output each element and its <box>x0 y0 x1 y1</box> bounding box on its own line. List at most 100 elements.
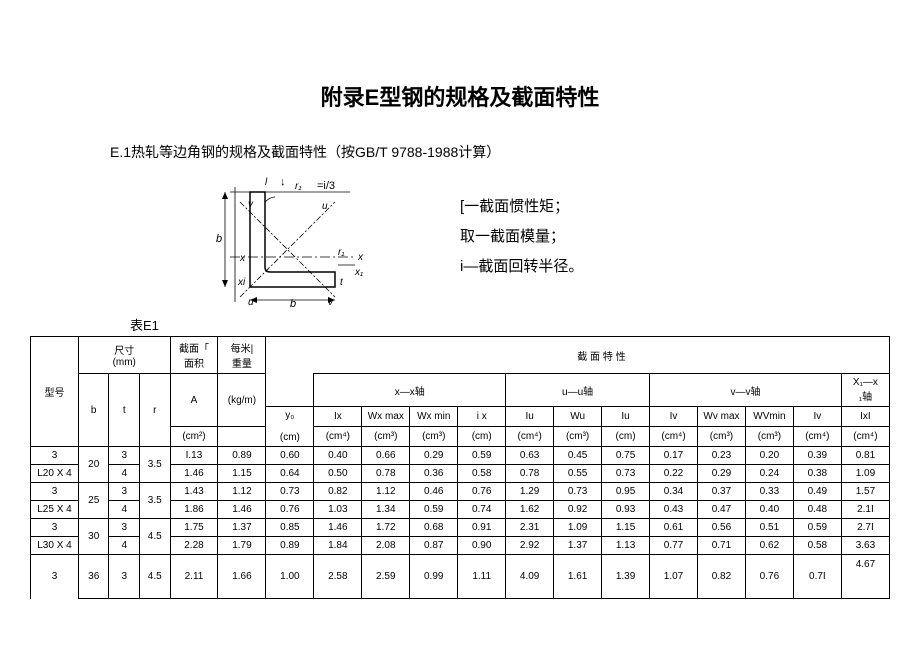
table-cell: 0.92 <box>554 501 602 519</box>
th-kg: (kg/m) <box>218 374 266 427</box>
svg-text:x₁: x₁ <box>354 267 363 278</box>
th-Ivu: (cm⁴) <box>650 427 698 447</box>
th-y0: y₀(cm) <box>266 407 314 447</box>
table-cell: 0.29 <box>410 447 458 465</box>
table-cell: 0.82 <box>314 483 362 501</box>
table-cell: 0.87 <box>410 537 458 555</box>
table-cell: 1.07 <box>650 555 698 599</box>
table-cell: 0.47 <box>697 501 745 519</box>
svg-text:l: l <box>265 177 268 188</box>
table-cell: 0.76 <box>458 483 506 501</box>
table-cell: 0.22 <box>650 465 698 483</box>
table-cell: 2.59 <box>362 555 410 599</box>
th-Ixu: (cm⁴) <box>314 427 362 447</box>
table-cell: 0.40 <box>745 501 793 519</box>
table-cell: 3 <box>31 447 79 465</box>
table-cell: 1.12 <box>362 483 410 501</box>
table-cell: 0.78 <box>362 465 410 483</box>
table-cell: 2.92 <box>506 537 554 555</box>
svg-text:x: x <box>357 252 364 263</box>
table-cell: 1.00 <box>266 555 314 599</box>
table-cell: 0.39 <box>793 447 841 465</box>
th-Wvmin: WVmin <box>745 407 793 427</box>
th-Wxmin: Wx min <box>410 407 458 427</box>
table-cell: 0.51 <box>745 519 793 537</box>
th-Ix: Ix <box>314 407 362 427</box>
table-cell: 1.03 <box>314 501 362 519</box>
table-cell: 0.20 <box>745 447 793 465</box>
table-cell: 0.75 <box>602 447 650 465</box>
table-cell: 3.5 <box>139 483 170 519</box>
table-cell: 2.31 <box>506 519 554 537</box>
table-cell: 2.08 <box>362 537 410 555</box>
table-cell: 0.36 <box>410 465 458 483</box>
th-xx: x—x轴 <box>314 374 506 407</box>
table-cell: 2.28 <box>170 537 218 555</box>
table-cell: 0.60 <box>266 447 314 465</box>
th-ixu: (cm) <box>458 427 506 447</box>
svg-text:r₁: r₁ <box>295 181 301 192</box>
table-cell: 3 <box>109 447 140 465</box>
table-cell: 36 <box>78 555 109 599</box>
legend-line-2: 取一截面模量； <box>460 222 583 252</box>
spec-table: 型号 尺寸(mm) 截面「面积 每米|重量 截 面 特 性 b t r A (k… <box>30 336 890 599</box>
th-Wxminu: (cm³) <box>410 427 458 447</box>
th-iv: Iv <box>793 407 841 427</box>
table-cell: 0.34 <box>650 483 698 501</box>
table-cell: 3 <box>109 519 140 537</box>
svg-text:=i/3: =i/3 <box>317 180 335 192</box>
table-cell: 0.66 <box>362 447 410 465</box>
diagram-legend-row: l ↓ r₁ =i/3 v u b x xi u b v r₁ x x₁ t [… <box>30 167 890 307</box>
svg-text:b: b <box>290 298 296 307</box>
table-cell: 1.43 <box>170 483 218 501</box>
table-cell: 1.37 <box>554 537 602 555</box>
th-Wxmaxu: (cm³) <box>362 427 410 447</box>
table-cell: 0.61 <box>650 519 698 537</box>
table-cell: 1.66 <box>218 555 266 599</box>
table-cell: 3 <box>31 519 79 537</box>
table-cell: 1.72 <box>362 519 410 537</box>
table-cell: 1.46 <box>218 501 266 519</box>
table-cell: 3.5 <box>139 447 170 483</box>
th-x1x: X₁—x₁轴 <box>841 374 889 407</box>
table-cell: 1.09 <box>841 465 889 483</box>
th-iu: Iu <box>602 407 650 427</box>
table-cell: 0.68 <box>410 519 458 537</box>
table-cell: 0.63 <box>506 447 554 465</box>
th-A: A <box>170 374 218 427</box>
table-cell: 4.09 <box>506 555 554 599</box>
table-cell: 0.81 <box>841 447 889 465</box>
table-cell: 0.71 <box>697 537 745 555</box>
table-label: 表E1 <box>130 315 890 334</box>
table-cell: 0.99 <box>410 555 458 599</box>
table-cell: 0.73 <box>554 483 602 501</box>
table-cell: 0.76 <box>266 501 314 519</box>
table-cell: 0.55 <box>554 465 602 483</box>
svg-text:t: t <box>340 277 344 288</box>
th-Wu: Wu <box>554 407 602 427</box>
table-cell: 0.76 <box>745 555 793 599</box>
table-cell: 0.59 <box>793 519 841 537</box>
table-cell: 4.5 <box>139 555 170 599</box>
table-cell: 3 <box>31 555 79 599</box>
table-head: 型号 尺寸(mm) 截面「面积 每米|重量 截 面 特 性 b t r A (k… <box>31 337 890 447</box>
table-cell: 4 <box>109 537 140 555</box>
table-cell: L30 X 4 <box>31 537 79 555</box>
table-cell: 0.59 <box>410 501 458 519</box>
table-cell: 3.63 <box>841 537 889 555</box>
table-cell: 0.43 <box>650 501 698 519</box>
table-cell: 3 <box>109 483 140 501</box>
table-cell: 0.29 <box>697 465 745 483</box>
table-cell: 0.23 <box>697 447 745 465</box>
table-cell: 0.24 <box>745 465 793 483</box>
table-cell: 0.89 <box>266 537 314 555</box>
table-cell: 0.58 <box>793 537 841 555</box>
th-Iuu: (cm⁴) <box>506 427 554 447</box>
table-cell: 0.40 <box>314 447 362 465</box>
table-cell: 1.86 <box>170 501 218 519</box>
table-cell: 3 <box>31 483 79 501</box>
table-cell: 0.58 <box>458 465 506 483</box>
th-Wuu: (cm³) <box>554 427 602 447</box>
th-vv: v—v轴 <box>650 374 842 407</box>
table-cell: 1.39 <box>602 555 650 599</box>
